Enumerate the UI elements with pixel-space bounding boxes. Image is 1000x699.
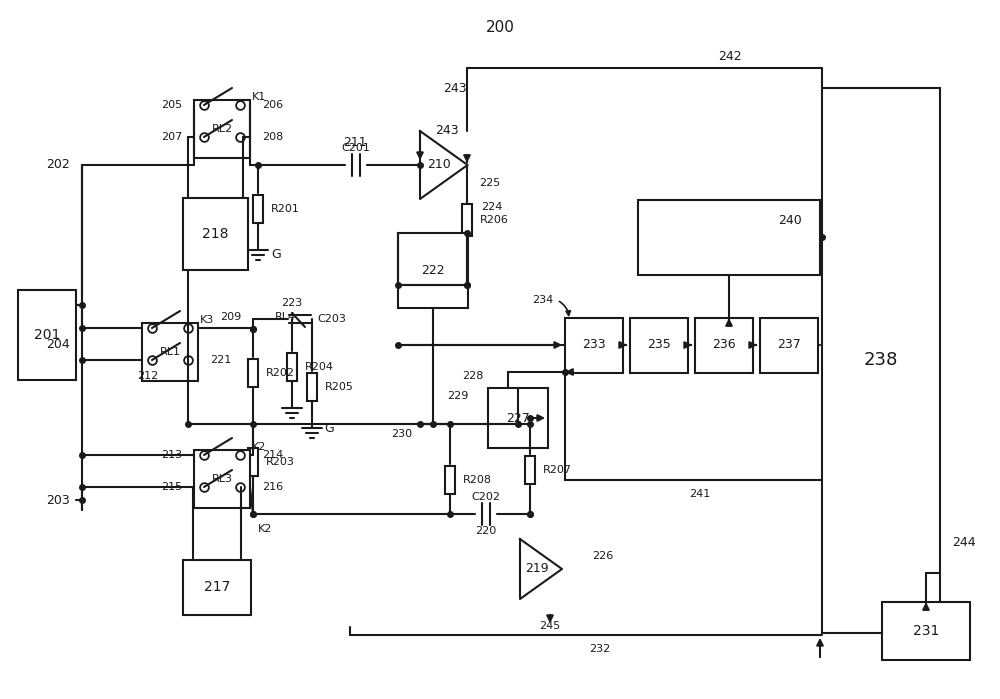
Bar (488, 388, 548, 448)
Text: G: G (271, 249, 281, 261)
Text: K3: K3 (200, 315, 214, 325)
Text: 235: 235 (647, 338, 671, 352)
Text: R201: R201 (271, 204, 300, 214)
Text: 200: 200 (486, 20, 514, 36)
Text: 227: 227 (506, 412, 530, 424)
Text: K1: K1 (252, 92, 266, 102)
Bar (183, 198, 248, 270)
Bar (565, 318, 623, 373)
Text: 225: 225 (479, 178, 500, 188)
Text: 208: 208 (262, 132, 283, 142)
Text: RL3: RL3 (212, 474, 232, 484)
Text: 216: 216 (262, 482, 283, 492)
Text: 229: 229 (447, 391, 468, 401)
Text: 240: 240 (778, 213, 802, 226)
Text: 209: 209 (220, 312, 241, 322)
Text: 241: 241 (689, 489, 711, 499)
Text: 243: 243 (443, 82, 467, 94)
Bar (253, 195, 263, 223)
Text: K2: K2 (252, 442, 266, 452)
Bar (194, 450, 250, 508)
Bar (18, 290, 76, 380)
Text: 214: 214 (262, 450, 283, 460)
Bar (462, 204, 472, 236)
Bar (760, 318, 818, 373)
Text: G: G (324, 422, 334, 435)
Text: 238: 238 (864, 351, 898, 369)
Text: 243: 243 (435, 124, 459, 136)
Bar (398, 233, 468, 308)
Text: R203: R203 (266, 457, 295, 467)
Bar (307, 373, 317, 401)
Text: 210: 210 (427, 159, 451, 171)
Bar (695, 318, 753, 373)
Text: 219: 219 (525, 563, 549, 575)
Bar (142, 323, 198, 381)
Bar (287, 353, 297, 381)
Text: K2: K2 (258, 524, 272, 534)
Bar (630, 318, 688, 373)
Text: 228: 228 (462, 371, 484, 381)
Text: 223: 223 (281, 298, 302, 308)
Text: 233: 233 (582, 338, 606, 352)
Text: 232: 232 (589, 644, 611, 654)
Text: 215: 215 (161, 482, 182, 492)
Text: 242: 242 (718, 50, 742, 62)
Bar (194, 100, 250, 158)
Text: 234: 234 (532, 295, 553, 305)
Bar (822, 88, 940, 633)
Text: 245: 245 (539, 621, 561, 631)
Text: 207: 207 (161, 132, 182, 142)
Text: R208: R208 (463, 475, 492, 485)
Text: 201: 201 (34, 328, 60, 342)
Text: 220: 220 (475, 526, 497, 536)
Text: 236: 236 (712, 338, 736, 352)
Text: RL1: RL1 (160, 347, 180, 357)
Text: R206: R206 (480, 215, 509, 225)
Text: 202: 202 (46, 159, 70, 171)
Bar (882, 602, 970, 660)
Text: RL4: RL4 (275, 312, 296, 322)
Text: 222: 222 (421, 264, 445, 277)
Text: 226: 226 (592, 551, 613, 561)
Bar (638, 200, 820, 275)
Text: RL2: RL2 (211, 124, 233, 134)
Text: 217: 217 (204, 580, 230, 594)
Bar (248, 448, 258, 476)
Text: R205: R205 (325, 382, 354, 392)
Text: R204: R204 (305, 362, 334, 372)
Text: 205: 205 (161, 100, 182, 110)
Text: C202: C202 (472, 492, 501, 502)
Bar (248, 359, 258, 387)
Text: R207: R207 (543, 465, 572, 475)
Text: 224: 224 (481, 202, 502, 212)
Text: 211: 211 (343, 136, 367, 150)
Text: 204: 204 (46, 338, 70, 352)
Text: 244: 244 (952, 537, 976, 549)
Bar (445, 466, 455, 494)
Text: 231: 231 (913, 624, 939, 638)
Text: 230: 230 (391, 429, 413, 439)
Bar (525, 456, 535, 484)
Text: 237: 237 (777, 338, 801, 352)
Text: 221: 221 (210, 355, 231, 365)
Text: R202: R202 (266, 368, 295, 378)
Text: 203: 203 (46, 493, 70, 507)
Text: C203: C203 (317, 314, 346, 324)
Text: 218: 218 (202, 227, 228, 241)
Text: 206: 206 (262, 100, 283, 110)
Text: 213: 213 (161, 450, 182, 460)
Bar (183, 560, 251, 615)
Text: C201: C201 (342, 143, 370, 153)
Text: 212: 212 (137, 371, 158, 381)
